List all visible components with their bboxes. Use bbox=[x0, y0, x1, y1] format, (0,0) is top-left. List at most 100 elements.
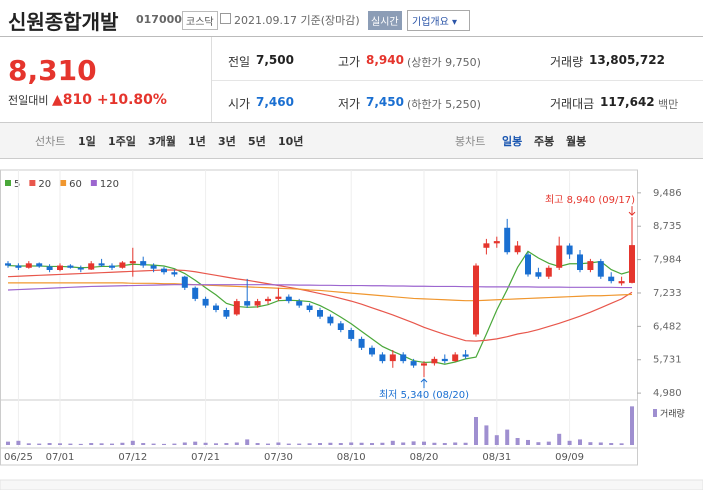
volume-bar bbox=[526, 439, 530, 445]
quote-note: (상한가 9,750) bbox=[407, 56, 481, 69]
legend-swatch bbox=[5, 180, 11, 186]
volume-bar bbox=[193, 441, 198, 445]
volume-bar bbox=[474, 417, 478, 445]
volume-bar bbox=[318, 443, 322, 445]
stock-code: 017000 bbox=[136, 13, 182, 26]
volume-bar bbox=[578, 439, 582, 445]
volume-bar bbox=[234, 442, 239, 445]
candle-body bbox=[213, 305, 219, 310]
quote-value: 7,500 bbox=[256, 53, 294, 67]
realtime-button[interactable]: 실시간 bbox=[368, 11, 402, 30]
candle-body bbox=[358, 338, 365, 348]
volume-bar bbox=[453, 442, 458, 445]
tab[interactable]: 일봉 bbox=[502, 135, 523, 148]
scrollbar bbox=[0, 479, 703, 490]
quote-value: 117,642 bbox=[600, 95, 655, 109]
tab[interactable]: 1일 bbox=[78, 135, 96, 148]
ma-line bbox=[8, 282, 633, 302]
candle-body bbox=[327, 316, 334, 324]
low-annotation: 최저 5,340 (08/20) bbox=[379, 389, 469, 401]
legend-swatch bbox=[90, 180, 97, 186]
plot-frame bbox=[0, 169, 638, 466]
candle-body bbox=[504, 227, 511, 253]
volume-bar bbox=[619, 443, 624, 445]
chart: 5 20 60 120 4,980 5,731 6,482 7,233 7,984 8,735 9,… bbox=[0, 169, 703, 490]
volume-bar bbox=[349, 442, 354, 445]
volume-bar bbox=[588, 442, 593, 445]
volume-bar bbox=[276, 442, 281, 445]
candle-body bbox=[119, 262, 126, 268]
volume-bar bbox=[338, 443, 343, 445]
candle-body bbox=[514, 245, 521, 253]
candle-body bbox=[150, 265, 157, 269]
tab[interactable]: 5년 bbox=[248, 135, 266, 148]
tab-group-label: 선차트 bbox=[35, 135, 66, 148]
candle-body bbox=[608, 276, 615, 282]
candle-body bbox=[452, 354, 459, 362]
overview-text: 기업개요 bbox=[412, 17, 449, 28]
y-tick-label: 4,980 bbox=[653, 388, 682, 399]
tab[interactable]: 월봉 bbox=[566, 135, 587, 148]
tab[interactable]: 3개월 bbox=[148, 135, 176, 148]
y-tick-label: 7,984 bbox=[653, 255, 682, 266]
volume-bar bbox=[286, 443, 291, 445]
high-annotation: 최고 8,940 (09/17) bbox=[545, 194, 635, 206]
candle-body bbox=[597, 261, 604, 277]
quote-note: 백만 bbox=[658, 98, 679, 111]
overview-button[interactable]: 기업개요 ▾ bbox=[407, 10, 471, 31]
candle-body bbox=[566, 245, 573, 255]
legend-swatch bbox=[60, 180, 67, 186]
volume-bar bbox=[224, 443, 229, 445]
volume-legend-swatch bbox=[653, 409, 657, 417]
candle-body bbox=[473, 265, 479, 335]
quote-label: 저가 bbox=[338, 97, 361, 111]
tab[interactable]: 주봉 bbox=[534, 135, 555, 148]
high-arrow bbox=[628, 206, 636, 216]
x-tick-label: 08/20 bbox=[410, 452, 439, 463]
candle-body bbox=[129, 261, 136, 264]
y-tick-label: 6,482 bbox=[653, 321, 682, 332]
candle-body bbox=[265, 298, 271, 302]
quote-label: 거래량 bbox=[550, 55, 584, 69]
candle-body bbox=[171, 272, 178, 275]
tab[interactable]: 3년 bbox=[218, 135, 236, 148]
y-tick-label: 5,731 bbox=[653, 355, 682, 366]
candle-body bbox=[25, 263, 32, 268]
volume-bar bbox=[141, 443, 146, 445]
candle-body bbox=[202, 298, 209, 306]
quote-value: 7,450 bbox=[366, 95, 404, 109]
legend-label: 5 bbox=[14, 179, 20, 190]
tab-bar bbox=[0, 122, 703, 159]
candle-body bbox=[431, 358, 438, 364]
candle-body bbox=[233, 301, 240, 315]
candle-body bbox=[618, 281, 625, 284]
x-tick-label: 07/30 bbox=[264, 452, 293, 463]
candle-body bbox=[525, 254, 531, 275]
candle-body bbox=[545, 267, 552, 277]
quote-note: (하한가 5,250) bbox=[407, 98, 481, 111]
volume-bar bbox=[411, 441, 416, 445]
tab[interactable]: 1주일 bbox=[108, 135, 136, 148]
quote-value: 13,805,722 bbox=[589, 53, 665, 67]
legend-label: 120 bbox=[100, 179, 119, 190]
legend-label: 20 bbox=[38, 179, 51, 190]
volume-bar bbox=[182, 442, 187, 445]
volume-bar bbox=[609, 443, 614, 445]
divider bbox=[211, 37, 212, 122]
candle-body bbox=[483, 243, 490, 248]
candle-body bbox=[317, 310, 323, 317]
volume-bar bbox=[390, 440, 395, 445]
tab[interactable]: 1년 bbox=[188, 135, 206, 148]
tab[interactable]: 10년 bbox=[278, 135, 304, 148]
x-tick-label: 07/12 bbox=[118, 452, 147, 463]
candle-body bbox=[296, 301, 303, 306]
volume-bar bbox=[380, 442, 385, 445]
volume-bar bbox=[47, 443, 52, 445]
x-tick-label: 08/10 bbox=[337, 452, 366, 463]
ma-line bbox=[7, 269, 633, 342]
calendar-icon bbox=[220, 13, 231, 24]
candle-body bbox=[161, 268, 167, 273]
candle-body bbox=[462, 354, 469, 357]
volume-bar bbox=[266, 443, 270, 445]
quote-label: 시가 bbox=[228, 97, 251, 111]
